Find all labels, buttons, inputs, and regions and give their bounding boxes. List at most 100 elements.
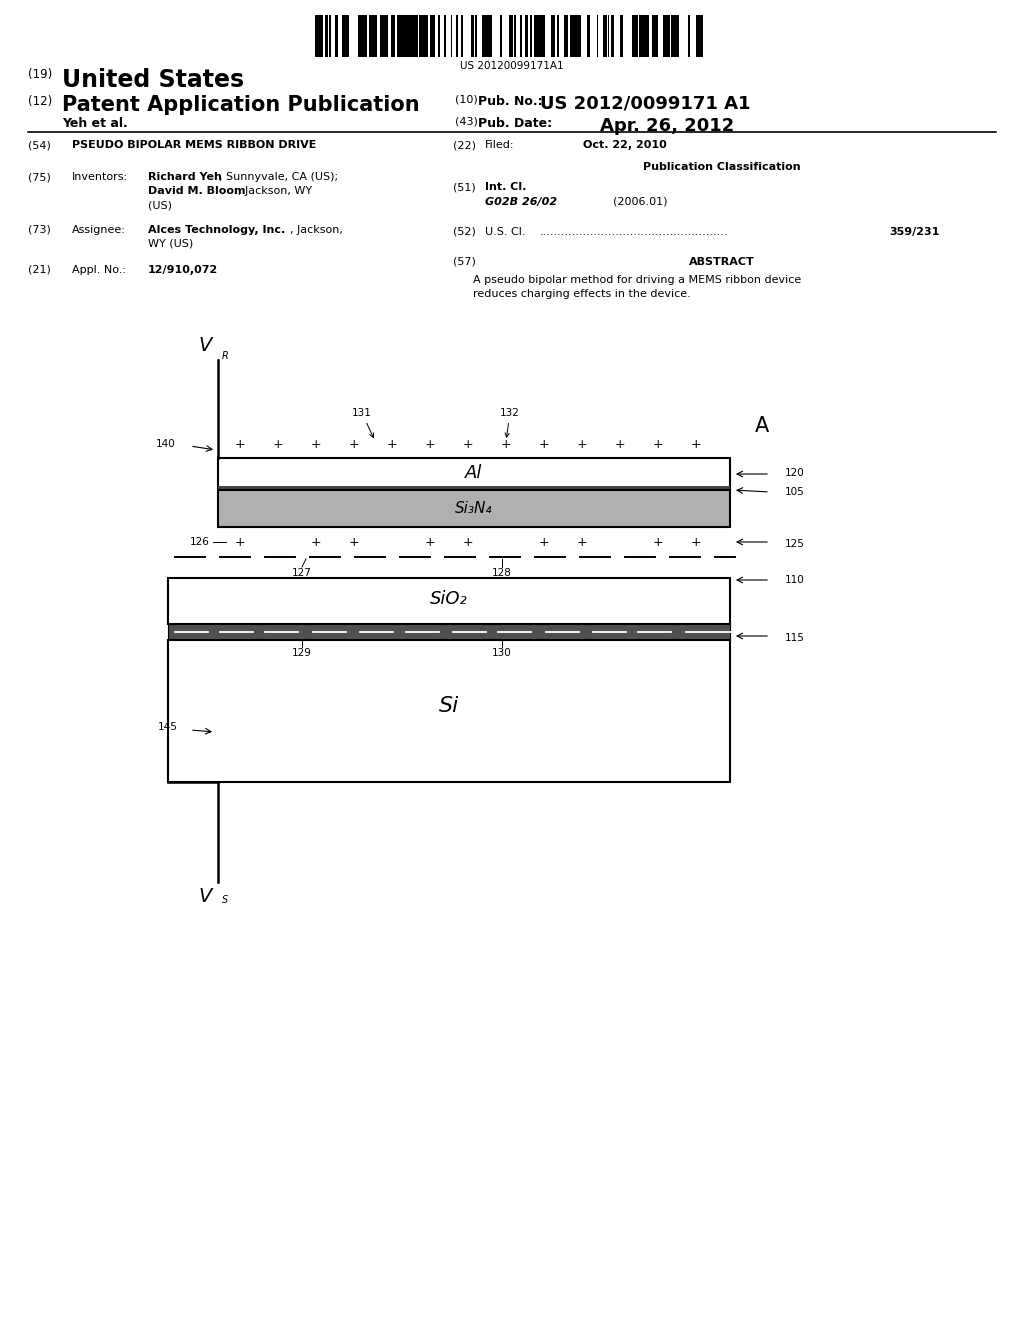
Text: +: + — [349, 437, 359, 450]
Bar — [424, 15, 427, 57]
Text: , Sunnyvale, CA (US);: , Sunnyvale, CA (US); — [219, 172, 338, 182]
Text: +: + — [652, 536, 664, 549]
Bar — [400, 15, 403, 57]
Text: G02B 26/02: G02B 26/02 — [485, 197, 557, 207]
Bar — [570, 15, 573, 57]
Text: (2006.01): (2006.01) — [613, 197, 668, 207]
Text: +: + — [577, 437, 588, 450]
Text: (57): (57) — [453, 257, 476, 267]
Text: 12/910,072: 12/910,072 — [148, 265, 218, 275]
Bar — [444, 15, 446, 57]
Text: reduces charging effects in the device.: reduces charging effects in the device. — [473, 289, 691, 300]
Text: +: + — [690, 536, 701, 549]
Text: +: + — [272, 437, 284, 450]
Text: Inventors:: Inventors: — [72, 172, 128, 182]
Text: U.S. Cl.: U.S. Cl. — [485, 227, 525, 238]
Text: US 2012/0099171 A1: US 2012/0099171 A1 — [540, 95, 751, 114]
Text: A pseudo bipolar method for driving a MEMS ribbon device: A pseudo bipolar method for driving a ME… — [473, 275, 801, 285]
Text: +: + — [690, 437, 701, 450]
Bar — [318, 15, 323, 57]
Bar — [414, 15, 417, 57]
Bar — [326, 15, 328, 57]
Text: US 20120099171A1: US 20120099171A1 — [460, 61, 564, 71]
Bar — [419, 15, 422, 57]
Bar — [409, 15, 412, 57]
Bar — [551, 15, 555, 57]
Bar — [700, 15, 703, 57]
Text: 128: 128 — [493, 568, 512, 578]
Text: Pub. Date:: Pub. Date: — [478, 117, 552, 129]
Text: A: A — [755, 416, 769, 436]
Text: (19): (19) — [28, 69, 52, 81]
Text: Si: Si — [439, 696, 459, 715]
Bar — [380, 15, 385, 57]
Text: David M. Bloom: David M. Bloom — [148, 186, 246, 195]
Bar — [360, 15, 362, 57]
Bar — [392, 15, 395, 57]
Text: 110: 110 — [785, 576, 805, 585]
Bar — [487, 15, 490, 57]
Text: +: + — [425, 437, 435, 450]
Text: $V$: $V$ — [198, 337, 214, 355]
Text: (54): (54) — [28, 140, 51, 150]
Text: $_S$: $_S$ — [221, 892, 229, 906]
Text: PSEUDO BIPOLAR MEMS RIBBON DRIVE: PSEUDO BIPOLAR MEMS RIBBON DRIVE — [72, 140, 316, 150]
Text: +: + — [310, 536, 322, 549]
Bar — [633, 15, 637, 57]
Text: +: + — [425, 536, 435, 549]
Bar — [430, 15, 432, 57]
Text: 115: 115 — [785, 634, 805, 643]
Text: (21): (21) — [28, 265, 51, 275]
Bar — [218, 490, 730, 527]
Bar — [676, 15, 678, 57]
Text: +: + — [349, 536, 359, 549]
Text: Al: Al — [465, 465, 482, 482]
Bar — [335, 15, 337, 57]
Bar — [620, 15, 623, 57]
Bar — [461, 15, 463, 57]
Text: WY (US): WY (US) — [148, 239, 194, 249]
Bar — [456, 15, 458, 57]
Text: (75): (75) — [28, 172, 51, 182]
Text: $V$: $V$ — [198, 887, 214, 906]
Text: $_R$: $_R$ — [221, 348, 229, 362]
Text: +: + — [387, 437, 397, 450]
Bar — [509, 15, 513, 57]
Text: ....................................................: ........................................… — [540, 227, 728, 238]
Text: (22): (22) — [453, 140, 476, 150]
Bar — [588, 15, 590, 57]
Bar — [564, 15, 567, 57]
Text: 140: 140 — [157, 440, 176, 449]
Text: +: + — [234, 536, 246, 549]
Bar — [218, 458, 730, 490]
Text: +: + — [463, 437, 473, 450]
Text: , Jackson,: , Jackson, — [290, 224, 343, 235]
Text: Patent Application Publication: Patent Application Publication — [62, 95, 420, 115]
Text: 130: 130 — [493, 648, 512, 657]
Bar — [671, 15, 676, 57]
Bar — [696, 15, 699, 57]
Bar — [344, 15, 346, 57]
Text: Apr. 26, 2012: Apr. 26, 2012 — [600, 117, 734, 135]
Bar — [539, 15, 541, 57]
Text: 126: 126 — [190, 537, 210, 546]
Text: (10): (10) — [455, 95, 478, 106]
Text: 125: 125 — [785, 539, 805, 549]
Text: Publication Classification: Publication Classification — [643, 162, 801, 172]
Bar — [422, 15, 424, 57]
Bar — [472, 15, 474, 57]
Bar — [534, 15, 539, 57]
Text: 359/231: 359/231 — [890, 227, 940, 238]
Bar — [406, 15, 409, 57]
Bar — [168, 624, 730, 640]
Text: 127: 127 — [292, 568, 312, 578]
Text: (73): (73) — [28, 224, 51, 235]
Bar — [688, 15, 690, 57]
Bar — [168, 640, 730, 781]
Text: +: + — [310, 437, 322, 450]
Bar — [385, 15, 388, 57]
Text: Si₃N₄: Si₃N₄ — [456, 502, 493, 516]
Text: +: + — [539, 437, 549, 450]
Text: 145: 145 — [158, 722, 178, 733]
Text: (52): (52) — [453, 227, 476, 238]
